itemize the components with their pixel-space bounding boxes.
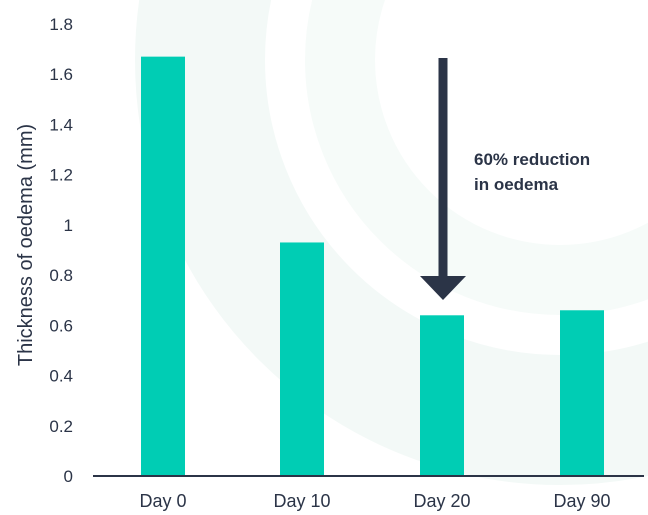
y-tick-label: 0.8 bbox=[49, 266, 73, 285]
bar-day-0 bbox=[141, 56, 185, 477]
x-category-label: Day 20 bbox=[413, 491, 470, 511]
y-tick-label: 1.2 bbox=[49, 166, 73, 185]
bar-day-20 bbox=[420, 315, 464, 476]
y-tick-label: 1.8 bbox=[49, 15, 73, 34]
x-category-label: Day 90 bbox=[553, 491, 610, 511]
y-axis-label: Thickness of oedema (mm) bbox=[15, 124, 37, 366]
down-arrow-icon bbox=[420, 58, 466, 300]
y-tick-label: 0.2 bbox=[49, 417, 73, 436]
x-axis-categories: Day 0 Day 10 Day 20 Day 90 bbox=[139, 491, 610, 511]
y-axis-ticks: 0 0.2 0.4 0.6 0.8 1 1.2 1.4 1.6 1.8 bbox=[49, 15, 73, 486]
x-category-label: Day 0 bbox=[139, 491, 186, 511]
x-category-label: Day 10 bbox=[273, 491, 330, 511]
annotation-line-1: 60% reduction bbox=[474, 150, 590, 169]
arrow-head bbox=[420, 276, 466, 300]
y-tick-label: 0.6 bbox=[49, 316, 73, 335]
y-tick-label: 0.4 bbox=[49, 367, 73, 386]
y-tick-label: 1.6 bbox=[49, 65, 73, 84]
y-tick-label: 1 bbox=[64, 216, 73, 235]
y-tick-label: 0 bbox=[64, 467, 73, 486]
y-tick-label: 1.4 bbox=[49, 115, 73, 134]
annotation-line-2: in oedema bbox=[474, 175, 559, 194]
bars bbox=[141, 56, 604, 477]
bar-day-90 bbox=[560, 310, 604, 476]
background-ring-inner bbox=[305, 0, 648, 315]
bar-day-10 bbox=[280, 242, 324, 476]
